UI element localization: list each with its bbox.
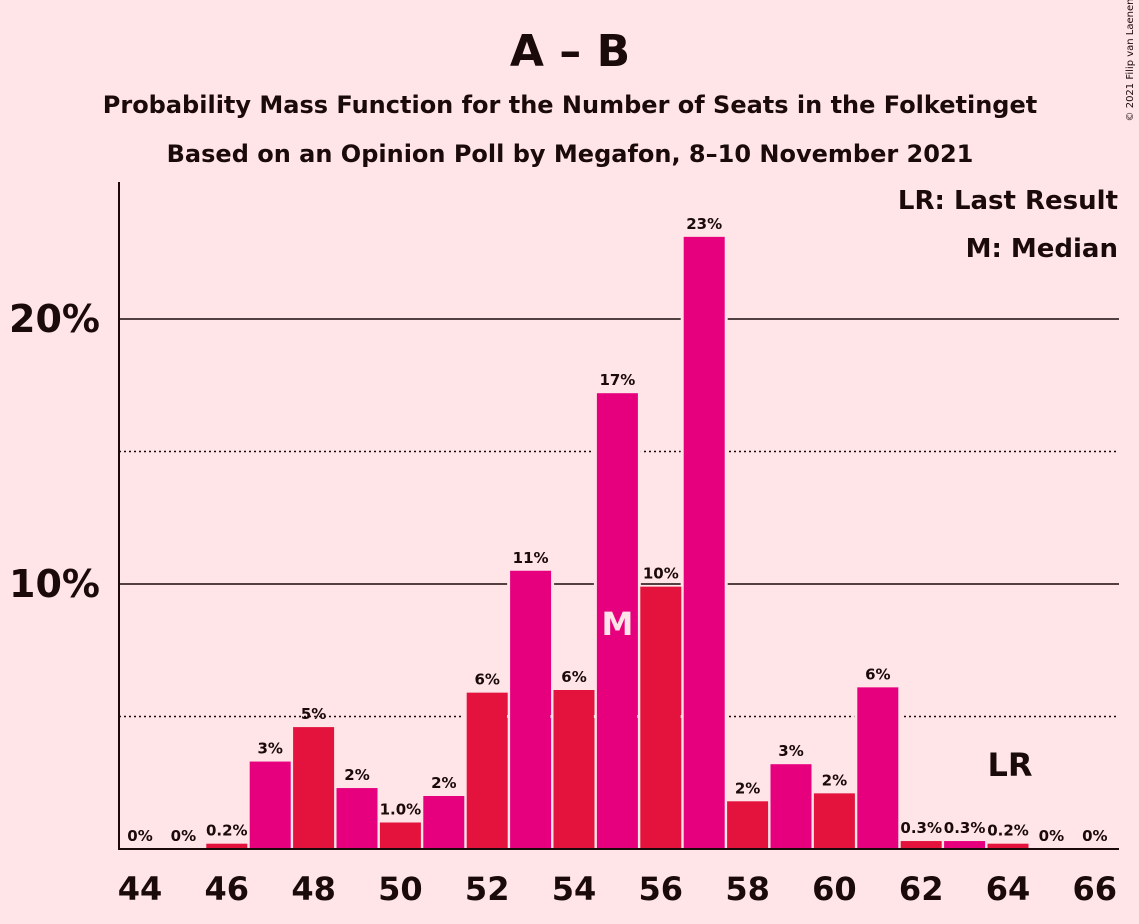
x-tick-label-60: 60 [812, 870, 857, 908]
y-axis-ticks: 10% 20% [9, 297, 100, 606]
x-tick-label-48: 48 [291, 870, 336, 908]
bar-seat-54 [553, 690, 595, 849]
bar-seat-56 [640, 586, 682, 849]
data-label-seat-53: 11% [513, 549, 549, 567]
bar-seat-49 [336, 788, 378, 849]
data-label-seat-58: 2% [735, 779, 760, 797]
x-tick-label-44: 44 [118, 870, 163, 908]
data-label-seat-49: 2% [344, 766, 369, 784]
x-tick-label-62: 62 [899, 870, 944, 908]
x-tick-label-52: 52 [465, 870, 510, 908]
bar-seat-62 [900, 841, 942, 849]
data-label-seat-59: 3% [778, 742, 803, 760]
bar-seat-51 [423, 796, 465, 849]
data-label-seat-47: 3% [257, 740, 282, 758]
data-label-seat-63: 0.3% [944, 819, 986, 837]
x-tick-label-64: 64 [986, 870, 1031, 908]
x-axis-ticks: 44 46 48 50 52 54 56 58 60 62 64 66 [118, 870, 1117, 908]
data-label-seat-65: 0% [1039, 827, 1064, 845]
x-tick-label-46: 46 [205, 870, 250, 908]
bar-seat-58 [727, 801, 769, 849]
data-label-seat-54: 6% [561, 668, 586, 686]
median-marker: M [601, 605, 633, 643]
data-label-seat-60: 2% [822, 771, 847, 789]
x-tick-label-54: 54 [552, 870, 597, 908]
data-label-seat-46: 0.2% [206, 822, 248, 840]
bar-seat-53 [510, 570, 552, 849]
y-tick-label-20: 20% [9, 297, 100, 341]
data-label-seat-56: 10% [643, 565, 679, 583]
bar-seat-50 [379, 822, 421, 849]
data-label-seat-48: 5% [301, 705, 326, 723]
bar-seat-52 [466, 692, 508, 849]
data-label-seat-45: 0% [171, 827, 196, 845]
data-label-seat-62: 0.3% [900, 819, 942, 837]
data-label-seat-55: 17% [599, 371, 635, 389]
bar-seat-55 [596, 393, 638, 849]
bar-seat-46 [206, 843, 248, 849]
bar-seat-60 [813, 793, 855, 849]
y-tick-label-10: 10% [9, 562, 100, 606]
legend-last-result: LR: Last Result [898, 186, 1118, 216]
bar-seat-63 [944, 841, 986, 849]
copyright-credit: © 2021 Filip van Laenen [1125, 0, 1136, 121]
chart-subtitle-2: Based on an Opinion Poll by Megafon, 8–1… [167, 140, 974, 168]
x-tick-label-56: 56 [639, 870, 684, 908]
chart-subtitle-1: Probability Mass Function for the Number… [103, 91, 1037, 119]
bar-seat-57 [683, 236, 725, 850]
bar-seat-64 [987, 843, 1029, 849]
data-labels-group: 0% 0% 0.2% 3% 5% 2% 1.0% 2% 6% 11% 6% 17% 10% 23% 2% 3%… [127, 215, 1107, 845]
bar-seat-61 [857, 687, 899, 849]
last-result-marker: LR [987, 746, 1032, 784]
legend-median: M: Median [966, 234, 1118, 264]
data-label-seat-52: 6% [474, 671, 499, 689]
data-label-seat-51: 2% [431, 774, 456, 792]
data-label-seat-61: 6% [865, 665, 890, 683]
data-label-seat-57: 23% [686, 215, 722, 233]
x-tick-label-66: 66 [1073, 870, 1118, 908]
bar-seat-59 [770, 764, 812, 849]
chart-title: A – B [510, 26, 630, 77]
bars-group [206, 236, 1029, 850]
data-label-seat-66: 0% [1082, 827, 1107, 845]
data-label-seat-64: 0.2% [987, 822, 1029, 840]
x-tick-label-50: 50 [378, 870, 423, 908]
bar-seat-48 [293, 727, 335, 849]
data-label-seat-50: 1.0% [380, 801, 422, 819]
data-label-seat-44: 0% [127, 827, 152, 845]
bar-seat-47 [249, 761, 291, 849]
x-tick-label-58: 58 [725, 870, 770, 908]
